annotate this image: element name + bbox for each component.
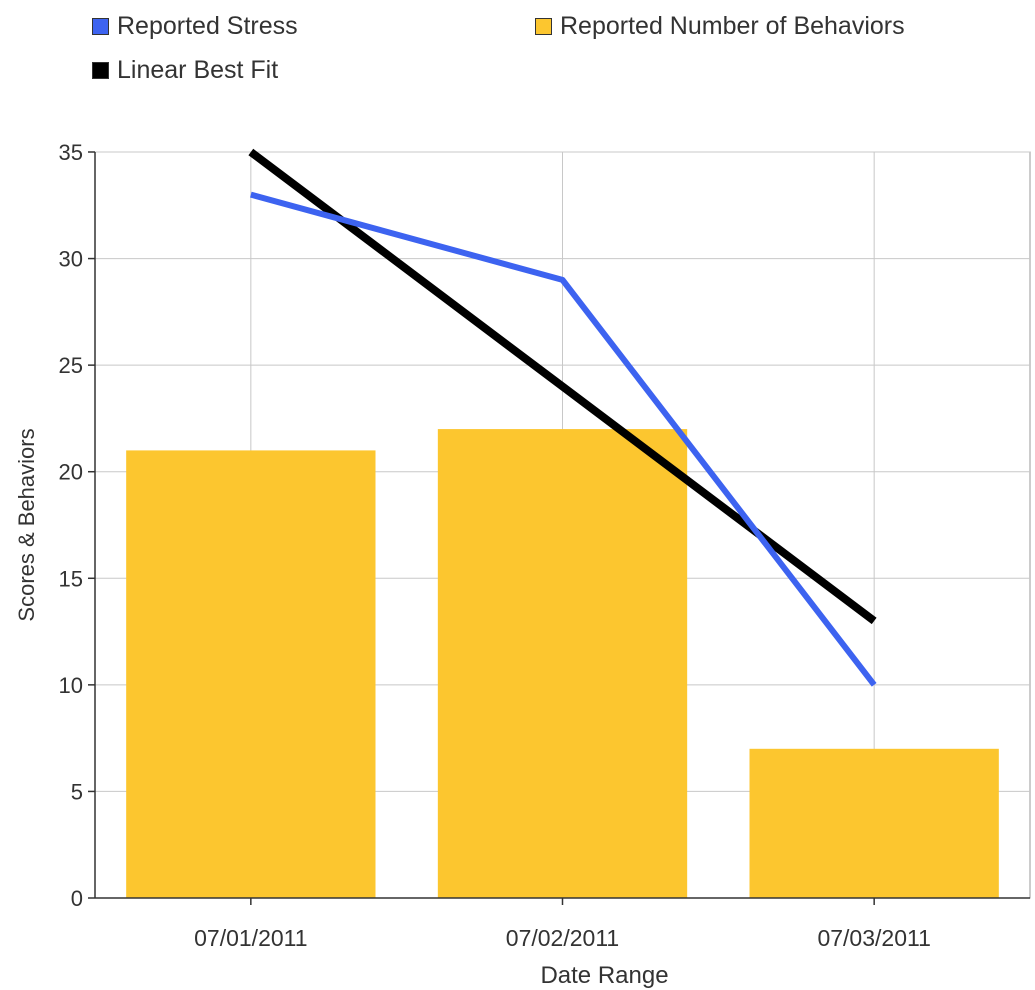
line-layer: [248, 148, 877, 687]
axis-layer: [88, 151, 1030, 905]
legend-label-reported-stress: Reported Stress: [117, 12, 298, 40]
x-axis-title: Date Range: [540, 962, 668, 989]
legend-item-linear-best-fit: Linear Best Fit: [92, 56, 278, 85]
bar-layer: [126, 429, 999, 898]
legend-label-linear-best-fit: Linear Best Fit: [117, 56, 279, 84]
bar: [749, 748, 999, 898]
bar: [126, 450, 376, 898]
legend-swatch-linear-best-fit: [92, 62, 109, 79]
legend-swatch-reported-number-of-behaviors: [535, 18, 552, 35]
y-tick-label: 20: [59, 460, 83, 485]
y-tick-label: 25: [59, 353, 83, 378]
y-tick-label: 15: [59, 566, 83, 591]
y-tick-label: 10: [59, 673, 83, 698]
y-tick-label: 30: [59, 247, 83, 272]
legend-item-reported-stress: Reported Stress: [92, 12, 298, 41]
x-tick-label: 07/02/2011: [506, 925, 619, 951]
x-tick-label: 07/03/2011: [817, 925, 930, 951]
label-layer: 0 5 10 15 20 25 30 35 07/01/2011 07/02/2011 07/03/…: [14, 140, 931, 989]
legend-swatch-reported-stress: [92, 18, 109, 35]
bar: [437, 429, 688, 898]
y-tick-label: 5: [71, 779, 83, 804]
y-axis-title: Scores & Behaviors: [14, 428, 39, 621]
y-tick-label: 35: [59, 140, 83, 165]
y-tick-label: 0: [71, 886, 83, 911]
x-tick-label: 07/01/2011: [194, 925, 307, 951]
legend-item-reported-number-of-behaviors: Reported Number of Behaviors: [535, 12, 905, 41]
legend-label-reported-number-of-behaviors: Reported Number of Behaviors: [560, 12, 905, 40]
